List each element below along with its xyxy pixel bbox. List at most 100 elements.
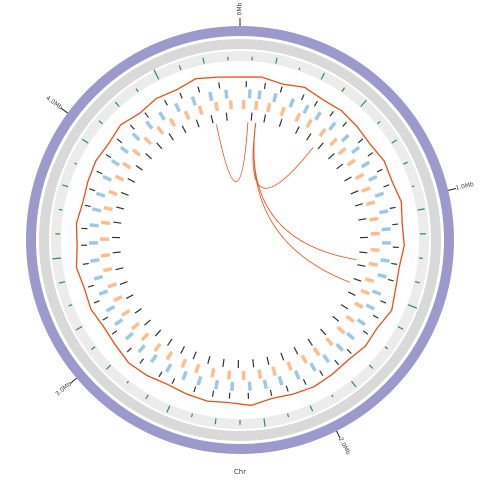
gene	[329, 123, 335, 130]
gene	[307, 134, 311, 141]
gene	[265, 380, 267, 389]
gene	[318, 143, 323, 149]
gene	[94, 277, 103, 279]
gene	[346, 316, 353, 321]
gene	[392, 224, 398, 225]
gene	[112, 160, 120, 165]
gene	[308, 339, 313, 346]
gene	[281, 353, 284, 361]
gene	[338, 327, 345, 333]
gene	[145, 113, 149, 118]
gene	[113, 252, 121, 253]
gene	[103, 176, 111, 180]
gene	[359, 252, 367, 253]
link	[253, 123, 313, 188]
gene	[170, 119, 174, 127]
gene	[136, 165, 143, 170]
gene	[251, 113, 252, 121]
gene	[155, 344, 160, 351]
gene	[89, 189, 95, 191]
gene	[264, 83, 265, 89]
gene	[361, 290, 369, 293]
gene	[216, 102, 218, 111]
gene	[135, 309, 142, 314]
gene	[259, 370, 260, 379]
gene	[92, 209, 101, 211]
gene	[337, 164, 343, 169]
gene	[155, 330, 160, 336]
gene	[369, 264, 378, 266]
gene	[94, 301, 100, 303]
gene	[320, 329, 325, 335]
gene	[348, 292, 355, 295]
gene	[90, 225, 99, 226]
gene	[169, 134, 173, 141]
gene	[347, 349, 351, 353]
gene	[281, 107, 284, 116]
gene	[196, 364, 199, 373]
gene	[106, 154, 111, 157]
gene	[369, 219, 378, 220]
gene	[377, 169, 382, 172]
gene	[355, 204, 363, 206]
gene	[158, 127, 163, 134]
gene	[180, 93, 182, 99]
gene	[307, 120, 312, 128]
gene	[355, 303, 363, 307]
histogram-bar	[53, 258, 61, 259]
gene	[366, 202, 375, 204]
histogram-bar	[299, 68, 300, 70]
gene	[314, 101, 317, 106]
gene	[274, 93, 276, 102]
gene	[373, 291, 381, 294]
gene	[114, 297, 122, 301]
gene	[352, 147, 359, 153]
gene	[363, 331, 368, 335]
gene	[382, 229, 391, 230]
gene	[101, 255, 110, 256]
gene	[381, 260, 390, 261]
gene	[182, 126, 186, 133]
gene	[96, 193, 105, 196]
gene	[320, 371, 323, 376]
gene	[347, 333, 354, 339]
gene	[176, 103, 180, 111]
gene	[183, 371, 186, 379]
gene	[122, 310, 130, 315]
gene	[375, 193, 384, 196]
gene	[115, 320, 122, 325]
gene	[113, 222, 121, 223]
gene	[229, 371, 230, 380]
gene	[85, 205, 91, 206]
gene	[296, 127, 300, 134]
gene	[157, 143, 162, 149]
gene	[103, 269, 112, 271]
link	[254, 123, 350, 282]
gene	[194, 386, 196, 392]
gene	[296, 113, 300, 121]
gene	[365, 279, 374, 282]
gene	[121, 192, 128, 195]
gene	[304, 105, 308, 113]
gene	[253, 359, 254, 367]
gene	[168, 339, 173, 346]
ideogram	[31, 31, 449, 449]
gene	[109, 191, 117, 194]
gene	[226, 113, 227, 121]
gene	[356, 174, 364, 178]
gene	[97, 171, 102, 174]
gene	[371, 250, 380, 251]
histogram-bar	[59, 209, 63, 210]
gene	[342, 135, 348, 141]
gene	[344, 177, 351, 181]
gene	[133, 134, 139, 140]
gene	[378, 275, 387, 277]
gene	[167, 352, 172, 360]
gene	[151, 355, 156, 362]
gene	[159, 372, 162, 377]
gene	[256, 101, 257, 110]
gene	[383, 185, 389, 187]
gene	[172, 378, 175, 383]
gene	[379, 211, 388, 213]
